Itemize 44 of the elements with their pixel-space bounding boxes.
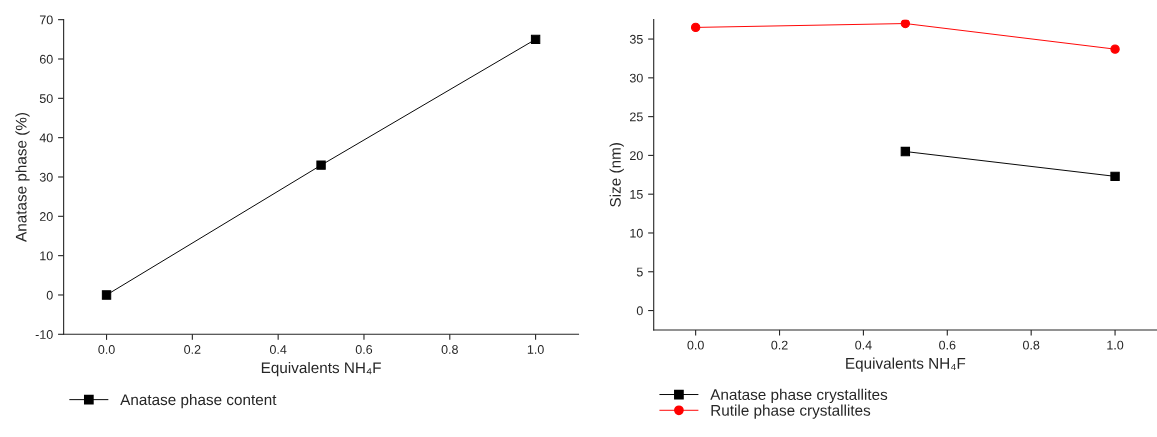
y-axis-title: Size (nm) bbox=[609, 143, 624, 207]
x-tick-label: 0.0 bbox=[98, 345, 115, 354]
y-tick-label: 10 bbox=[630, 228, 643, 238]
x-tick-label: 0.2 bbox=[184, 345, 201, 354]
x-tick-label: 0.2 bbox=[771, 340, 788, 350]
y-tick-label: -10 bbox=[35, 330, 53, 339]
y-tick-label: 30 bbox=[629, 73, 643, 83]
point bbox=[1110, 171, 1120, 182]
x-axis-title: Equivalents NH₄F bbox=[261, 361, 381, 377]
x-tick-label: 0.8 bbox=[441, 345, 458, 354]
y-tick-label: 10 bbox=[40, 251, 53, 261]
point bbox=[690, 22, 701, 33]
y-tick-label: 50 bbox=[39, 94, 53, 103]
x-tick-label: 0.6 bbox=[355, 345, 373, 354]
y-tick-label: 30 bbox=[39, 172, 53, 182]
legend-label: Anatase phase content bbox=[120, 393, 277, 409]
y-tick-label: 0 bbox=[636, 306, 643, 316]
y-tick-label: 15 bbox=[630, 190, 643, 199]
point bbox=[900, 146, 911, 157]
x-tick-label: 0.4 bbox=[269, 345, 287, 354]
y-tick-label: 70 bbox=[39, 15, 53, 25]
y-tick-label: 40 bbox=[39, 133, 53, 143]
point bbox=[900, 19, 911, 29]
y-tick-label: 25 bbox=[630, 112, 643, 122]
x-tick-label: 0.8 bbox=[1022, 340, 1040, 350]
point bbox=[101, 290, 112, 300]
point bbox=[316, 160, 326, 170]
legend-label: Anatase phase crystallites bbox=[710, 388, 888, 404]
x-tick-label: 0.0 bbox=[687, 340, 704, 350]
y-tick-label: 35 bbox=[629, 34, 643, 44]
x-tick-label: 0.4 bbox=[855, 340, 872, 350]
y-axis-title: Anatase phase (%) bbox=[15, 112, 30, 242]
y-tick-label: 0 bbox=[46, 290, 53, 300]
legend-label: Rutile phase crystallites bbox=[711, 404, 871, 419]
point bbox=[530, 34, 541, 45]
point bbox=[1110, 44, 1120, 54]
x-axis-title: Equivalents NH₄F bbox=[846, 357, 966, 372]
x-tick-label: 1.0 bbox=[527, 345, 544, 354]
y-tick-label: 20 bbox=[630, 151, 643, 161]
y-tick-label: 5 bbox=[636, 267, 643, 277]
x-tick-label: 0.6 bbox=[939, 340, 956, 350]
x-tick-label: 1.0 bbox=[1107, 340, 1124, 350]
y-tick-label: 60 bbox=[39, 54, 53, 64]
y-tick-label: 20 bbox=[39, 212, 53, 221]
